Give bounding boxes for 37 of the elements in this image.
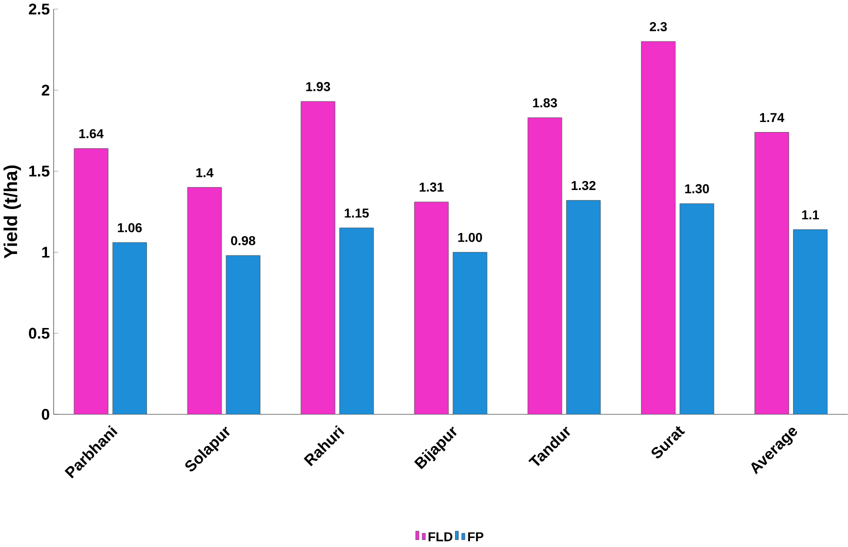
data-label: 1.83 [533, 98, 557, 108]
data-label: 1.06 [118, 223, 142, 232]
bar [414, 202, 449, 414]
y-tick-label: 0.5 [28, 328, 50, 339]
legend-label: FP [468, 532, 484, 542]
data-label: 0.98 [231, 236, 256, 246]
bar [793, 229, 828, 414]
bar [566, 200, 601, 414]
bar [226, 255, 260, 414]
data-label: 1.64 [79, 129, 104, 138]
bar [528, 117, 562, 414]
bar [754, 132, 790, 414]
bar [339, 228, 374, 414]
data-label: 1.74 [760, 113, 784, 122]
data-label: 1.30 [685, 184, 709, 194]
bar [300, 101, 336, 414]
y-tick-label: 0 [42, 408, 50, 420]
y-tick-label: 1 [42, 246, 50, 258]
bar [452, 252, 488, 414]
bar [641, 41, 676, 414]
data-label: 1.32 [572, 180, 596, 190]
data-label: 1.15 [344, 208, 369, 218]
y-tick-label: 2 [42, 84, 50, 96]
data-label: 1.1 [802, 210, 819, 220]
legend-label: FLD [428, 532, 452, 542]
bar [680, 203, 714, 414]
y-tick-label: 2.5 [28, 4, 50, 14]
data-label: 1.93 [306, 82, 330, 92]
data-label: 2.3 [650, 22, 667, 32]
data-label: 1.31 [420, 182, 444, 192]
data-label: 1.00 [458, 232, 482, 242]
bar [187, 187, 222, 414]
y-axis-title: Yield (t/ha) [4, 165, 21, 258]
bar [74, 148, 108, 414]
data-label: 1.4 [196, 168, 214, 178]
bar [112, 242, 147, 414]
y-tick-label: 1.5 [29, 166, 50, 177]
